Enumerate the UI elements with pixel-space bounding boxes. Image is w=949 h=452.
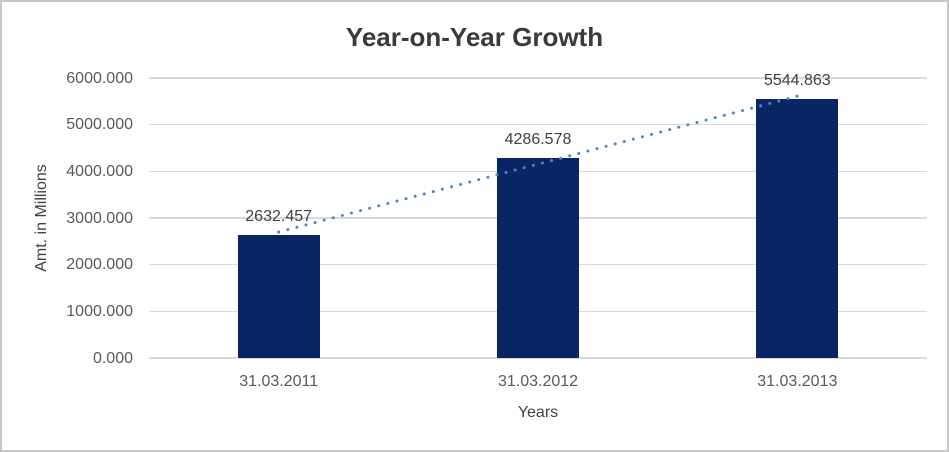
gridline	[149, 77, 927, 79]
y-tick-label: 0.000	[92, 349, 133, 367]
y-tick-label: 4000.000	[66, 162, 133, 180]
bar-value-label: 2632.457	[245, 208, 313, 226]
bar	[756, 99, 839, 358]
x-tick-label: 31.03.2011	[239, 373, 319, 390]
y-tick-label: 6000.000	[66, 69, 133, 87]
plot-area: 2632.457 4286.578 5544.863	[149, 72, 927, 359]
x-axis-title: Years	[517, 404, 559, 421]
bar	[497, 157, 579, 358]
bar-value-label: 5544.863	[763, 72, 831, 90]
bar	[237, 235, 320, 358]
bar-value-label: 4286.578	[504, 130, 572, 148]
y-tick-label: 2000.000	[66, 256, 133, 274]
x-tick-label: 31.03.2012	[497, 373, 579, 390]
x-axis-ticks: 31.03.2011 31.03.2012 31.03.2013	[149, 373, 927, 393]
y-tick-label: 1000.000	[66, 302, 133, 320]
x-tick-label: 31.03.2013	[757, 373, 838, 390]
y-axis-ticks: 0.000 1000.000 2000.000 3000.000 4000.000 500…	[2, 70, 133, 367]
gridline	[149, 357, 927, 359]
chart-title: Year-on-Year Growth	[345, 22, 604, 52]
y-tick-label: 5000.000	[66, 116, 133, 134]
y-tick-label: 3000.000	[66, 209, 133, 227]
